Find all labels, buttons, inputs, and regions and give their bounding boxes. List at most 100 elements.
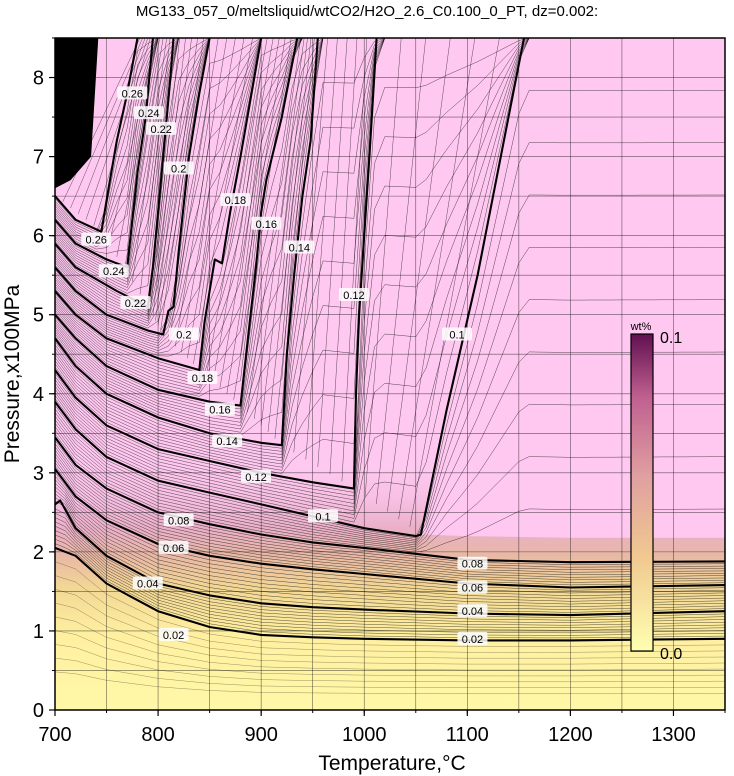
contour-line-0-24 <box>55 38 154 269</box>
thin-contour-line <box>55 38 725 523</box>
thin-contour-line <box>55 194 725 542</box>
thin-contour-line <box>150 38 180 312</box>
thin-contour-line <box>55 525 725 629</box>
thin-contour-line <box>55 299 725 546</box>
thin-contour-line <box>55 38 725 271</box>
thin-contour-line <box>55 38 725 391</box>
contour-label: 0.26 <box>86 235 107 247</box>
thin-contour-line <box>55 38 725 512</box>
colorbar-gradient <box>630 333 654 652</box>
thin-contour-line <box>55 38 725 433</box>
thin-contour-line <box>55 38 725 286</box>
thin-contour-line <box>55 630 725 677</box>
thin-contour-line <box>55 142 725 540</box>
thin-contour-line <box>55 90 725 539</box>
y-tick-label: 0 <box>33 700 44 722</box>
thin-contour-line <box>55 38 725 508</box>
contour-line-0-22 <box>55 38 175 308</box>
thin-contour-line <box>329 38 358 475</box>
thin-contour-line <box>55 429 725 551</box>
thin-contour-line <box>55 38 725 277</box>
thin-contour-line <box>376 38 426 504</box>
thin-contour-line <box>55 38 725 471</box>
x-tick-label: 1200 <box>548 724 593 746</box>
thin-contour-line <box>55 644 725 682</box>
contour-label: 0.22 <box>150 124 171 136</box>
thin-contour-line <box>55 508 725 618</box>
contour-label-background <box>81 232 112 246</box>
thin-contour-line <box>55 38 725 468</box>
thin-contour-line <box>409 38 500 527</box>
thin-contour-line <box>55 38 725 291</box>
thin-contour-line <box>55 517 725 623</box>
colorbar-unit: wt% <box>630 321 652 333</box>
thin-contour-line <box>55 38 725 388</box>
thin-contour-line <box>55 38 725 449</box>
thin-contour-line <box>398 38 476 520</box>
contour-line-0-16 <box>55 38 299 407</box>
contour-label-background <box>241 469 271 483</box>
thin-contour-line <box>55 38 725 397</box>
thin-contour-line <box>55 497 725 610</box>
contour-line-0-1 <box>55 38 526 538</box>
contour-label-background <box>457 604 488 618</box>
thin-contour-line <box>55 351 725 547</box>
thin-contour-line <box>55 38 725 436</box>
contour-line-0-14 <box>55 38 319 447</box>
thin-contour-line <box>55 38 725 426</box>
thin-contour-line <box>55 38 725 280</box>
grid-lines <box>55 38 725 710</box>
thin-contour-line <box>116 38 161 257</box>
contour-label-background <box>120 295 151 309</box>
x-tick-label: 1100 <box>446 724 489 746</box>
thin-contour-line <box>55 38 725 458</box>
thin-contour-line <box>55 38 725 344</box>
thin-contour-line <box>55 38 725 423</box>
thin-contour-line <box>108 38 157 245</box>
contour-label-background <box>146 121 177 135</box>
plot-frame <box>54 37 726 711</box>
contour-label: 0.04 <box>462 606 483 618</box>
thin-contour-line <box>160 38 204 330</box>
contour-label-background <box>204 402 235 416</box>
thin-contour-line <box>55 38 725 357</box>
contour-label-background <box>212 434 243 448</box>
contour-label-background <box>284 240 315 254</box>
y-tick-label: 8 <box>33 68 44 90</box>
thin-contour-line <box>55 38 725 288</box>
contour-label: 0.24 <box>103 266 124 278</box>
thin-contour-line <box>55 38 725 430</box>
thin-contour-line <box>55 38 725 416</box>
thin-contour-line <box>55 433 725 553</box>
contour-label: 0.2 <box>171 163 186 175</box>
contour-label-background <box>132 576 163 590</box>
contour-label: 0.24 <box>138 108 159 120</box>
contour-line-0-2 <box>55 38 211 336</box>
thin-contour-line <box>55 493 725 608</box>
thin-contour-line <box>175 38 228 347</box>
thin-contour-line <box>55 38 725 455</box>
y-tick-label: 5 <box>33 305 44 327</box>
thin-contour-line <box>55 449 725 573</box>
thin-contour-line <box>62 38 141 203</box>
contour-label-background <box>168 327 199 341</box>
thin-contour-line <box>55 538 725 636</box>
thin-contour-line <box>55 38 725 322</box>
x-tick-label: 900 <box>244 724 277 746</box>
contour-label: 0.14 <box>216 436 237 448</box>
thin-contour-line <box>93 38 151 226</box>
thin-contour-line <box>260 38 308 426</box>
contour-label: 0.18 <box>192 373 213 385</box>
thin-contour-line <box>55 38 725 374</box>
thin-contour-line <box>55 38 725 493</box>
thin-contour-line <box>55 459 725 581</box>
contour-label-background <box>338 287 369 301</box>
contour-label-background <box>117 86 148 100</box>
y-tick-label: 2 <box>33 542 44 564</box>
thin-contour-line <box>55 38 725 354</box>
thin-contour-line <box>55 38 725 382</box>
thin-contour-line <box>55 561 725 647</box>
thin-contour-line <box>274 38 315 439</box>
thin-contour-line <box>219 38 280 388</box>
contour-label: 0.22 <box>125 298 146 310</box>
